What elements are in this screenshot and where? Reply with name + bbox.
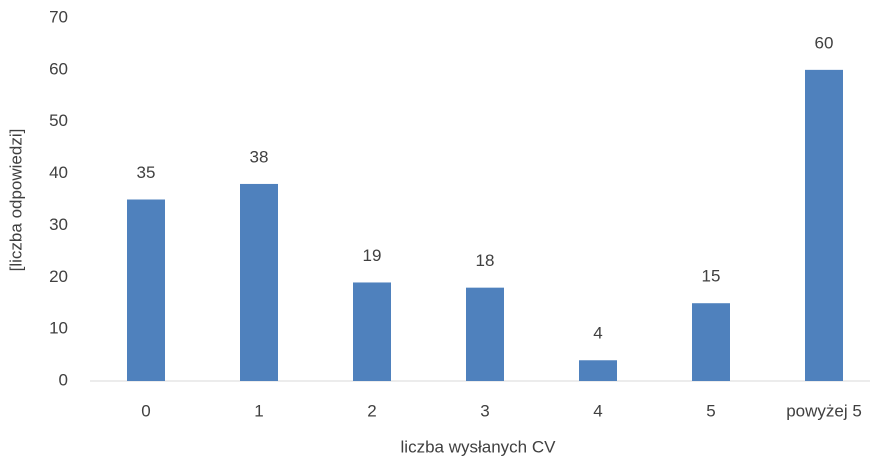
y-tick-label: 70: [49, 7, 68, 26]
bar: [466, 287, 504, 381]
x-tick-label: 0: [141, 401, 150, 420]
y-tick-label: 30: [49, 215, 68, 234]
y-tick-label: 20: [49, 267, 68, 286]
x-tick-label: 3: [480, 401, 489, 420]
x-tick-label: powyżej 5: [786, 401, 862, 420]
x-tick-label: 1: [254, 401, 263, 420]
data-label: 18: [476, 251, 495, 270]
bar: [127, 199, 165, 381]
y-tick-label: 50: [49, 111, 68, 130]
data-label: 35: [137, 163, 156, 182]
x-axis-label: liczba wysłanych CV: [401, 437, 557, 456]
x-tick-label: 2: [367, 401, 376, 420]
data-label: 60: [815, 33, 834, 52]
y-tick-label: 40: [49, 163, 68, 182]
bar: [692, 303, 730, 381]
data-label: 38: [250, 147, 269, 166]
data-label: 19: [363, 246, 382, 265]
y-tick-label: 10: [49, 319, 68, 338]
y-axis-label: [liczba odpowiedzi]: [6, 129, 25, 272]
y-tick-label: 60: [49, 59, 68, 78]
y-tick-label: 0: [59, 370, 68, 389]
bar: [579, 360, 617, 381]
data-label: 15: [702, 267, 721, 286]
x-tick-label: 4: [593, 401, 602, 420]
bar: [240, 183, 278, 381]
bar: [805, 69, 843, 381]
data-label: 4: [593, 324, 602, 343]
x-tick-label: 5: [706, 401, 715, 420]
bar: [353, 282, 391, 381]
